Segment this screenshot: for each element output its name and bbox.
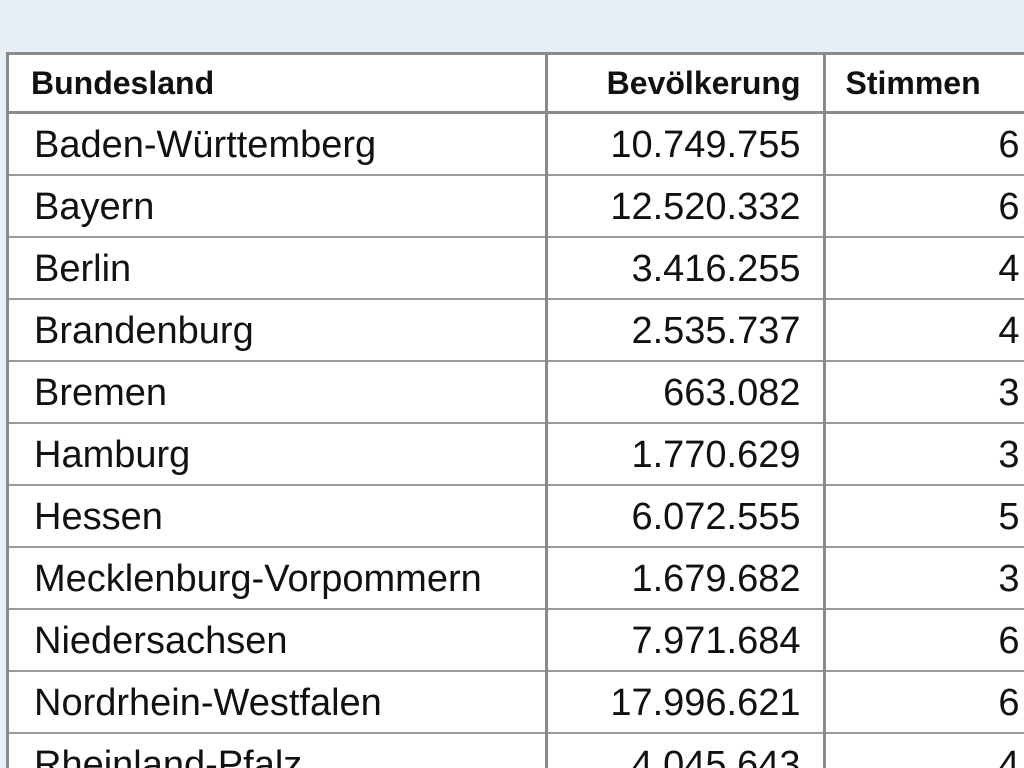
cell-bevoelkerung-text: 3.416.255 xyxy=(631,247,801,290)
cell-bundesland-text: Brandenburg xyxy=(34,309,254,352)
cell-bevoelkerung-text: 1.679.682 xyxy=(631,557,801,600)
cell-bevoelkerung: 7.971.684 xyxy=(546,609,826,672)
table-row: Hamburg 1.770.629 3 xyxy=(9,423,1024,486)
cell-bundesland: Hessen xyxy=(9,485,548,548)
table-body: Baden-Württemberg 10.749.755 6 Bayern 12.520… xyxy=(9,112,1024,768)
cell-bundesland: Mecklenburg-Vorpommern xyxy=(9,547,548,610)
cell-bevoelkerung: 3.416.255 xyxy=(546,237,826,300)
table-container: Bundesland Bevölkerung Stimmen Baden-Wür… xyxy=(6,52,1024,768)
header-row: Bundesland Bevölkerung Stimmen xyxy=(9,55,1024,114)
cell-stimmen-text: 6 xyxy=(998,681,1020,724)
column-header-bevoelkerung: Bevölkerung xyxy=(546,55,826,114)
table-row: Niedersachsen 7.971.684 6 xyxy=(9,609,1024,672)
cell-bevoelkerung-text: 7.971.684 xyxy=(631,619,801,662)
cell-bundesland: Baden-Württemberg xyxy=(9,112,548,176)
table-row: Hessen 6.072.555 5 xyxy=(9,485,1024,548)
cell-bundesland-text: Hamburg xyxy=(34,433,191,476)
cell-stimmen-text: 6 xyxy=(998,123,1020,166)
cell-stimmen: 3 xyxy=(824,361,1024,424)
cell-stimmen-text: 3 xyxy=(998,557,1020,600)
cell-stimmen-text: 4 xyxy=(998,309,1020,352)
cell-bevoelkerung-text: 6.072.555 xyxy=(631,495,801,538)
cell-stimmen-text: 3 xyxy=(998,371,1020,414)
table-row: Rheinland-Pfalz 4.045.643 4 xyxy=(9,733,1024,768)
cell-bundesland-text: Mecklenburg-Vorpommern xyxy=(34,557,482,600)
cell-stimmen-text: 4 xyxy=(998,743,1020,768)
cell-bundesland: Bayern xyxy=(9,175,548,238)
cell-bevoelkerung-text: 2.535.737 xyxy=(631,309,801,352)
cell-bevoelkerung-text: 17.996.621 xyxy=(610,681,801,724)
cell-bevoelkerung: 2.535.737 xyxy=(546,299,826,362)
cell-bevoelkerung: 10.749.755 xyxy=(546,112,826,176)
cell-bundesland: Bremen xyxy=(9,361,548,424)
table-row: Nordrhein-Westfalen 17.996.621 6 xyxy=(9,671,1024,734)
table-row: Mecklenburg-Vorpommern 1.679.682 3 xyxy=(9,547,1024,610)
cell-stimmen: 6 xyxy=(824,112,1024,176)
cell-stimmen-text: 4 xyxy=(998,247,1020,290)
table-row: Brandenburg 2.535.737 4 xyxy=(9,299,1024,362)
cell-bevoelkerung: 17.996.621 xyxy=(546,671,826,734)
cell-stimmen: 3 xyxy=(824,423,1024,486)
cell-bundesland: Niedersachsen xyxy=(9,609,548,672)
table-row: Baden-Württemberg 10.749.755 6 xyxy=(9,112,1024,176)
table-row: Berlin 3.416.255 4 xyxy=(9,237,1024,300)
cell-bundesland-text: Berlin xyxy=(34,247,132,290)
cell-bevoelkerung-text: 10.749.755 xyxy=(610,123,801,166)
cell-stimmen-text: 3 xyxy=(998,433,1020,476)
cell-bevoelkerung-text: 1.770.629 xyxy=(631,433,801,476)
cell-bevoelkerung: 12.520.332 xyxy=(546,175,826,238)
cell-stimmen-text: 6 xyxy=(998,185,1020,228)
cell-bevoelkerung: 1.679.682 xyxy=(546,547,826,610)
table-row: Bayern 12.520.332 6 xyxy=(9,175,1024,238)
cell-bundesland: Rheinland-Pfalz xyxy=(9,733,548,768)
cell-bevoelkerung: 4.045.643 xyxy=(546,733,826,768)
cell-bevoelkerung: 6.072.555 xyxy=(546,485,826,548)
cell-bevoelkerung-text: 4.045.643 xyxy=(631,743,801,768)
cell-stimmen: 4 xyxy=(824,733,1024,768)
cell-stimmen: 6 xyxy=(824,671,1024,734)
cell-bundesland: Berlin xyxy=(9,237,548,300)
bundesrat-table: Bundesland Bevölkerung Stimmen Baden-Wür… xyxy=(9,55,1024,768)
cell-bundesland: Brandenburg xyxy=(9,299,548,362)
cell-stimmen: 5 xyxy=(824,485,1024,548)
cell-stimmen: 4 xyxy=(824,237,1024,300)
cell-bundesland: Hamburg xyxy=(9,423,548,486)
cell-bevoelkerung: 1.770.629 xyxy=(546,423,826,486)
cell-stimmen: 3 xyxy=(824,547,1024,610)
cell-stimmen: 6 xyxy=(824,175,1024,238)
cell-bundesland-text: Niedersachsen xyxy=(34,619,288,662)
cell-stimmen: 6 xyxy=(824,609,1024,672)
cell-bevoelkerung-text: 12.520.332 xyxy=(610,185,801,228)
cell-stimmen: 4 xyxy=(824,299,1024,362)
cell-stimmen-text: 5 xyxy=(998,495,1020,538)
cell-bundesland: Nordrhein-Westfalen xyxy=(9,671,548,734)
cell-bevoelkerung: 663.082 xyxy=(546,361,826,424)
cell-bundesland-text: Hessen xyxy=(34,495,163,538)
cell-bundesland-text: Rheinland-Pfalz xyxy=(34,743,303,768)
table-row: Bremen 663.082 3 xyxy=(9,361,1024,424)
cell-bundesland-text: Baden-Württemberg xyxy=(34,123,377,166)
column-header-bundesland: Bundesland xyxy=(9,55,548,114)
cell-bevoelkerung-text: 663.082 xyxy=(663,371,801,414)
column-header-stimmen: Stimmen xyxy=(824,55,1024,114)
cell-stimmen-text: 6 xyxy=(998,619,1020,662)
cell-bundesland-text: Nordrhein-Westfalen xyxy=(34,681,382,724)
cell-bundesland-text: Bayern xyxy=(34,185,155,228)
cell-bundesland-text: Bremen xyxy=(34,371,168,414)
